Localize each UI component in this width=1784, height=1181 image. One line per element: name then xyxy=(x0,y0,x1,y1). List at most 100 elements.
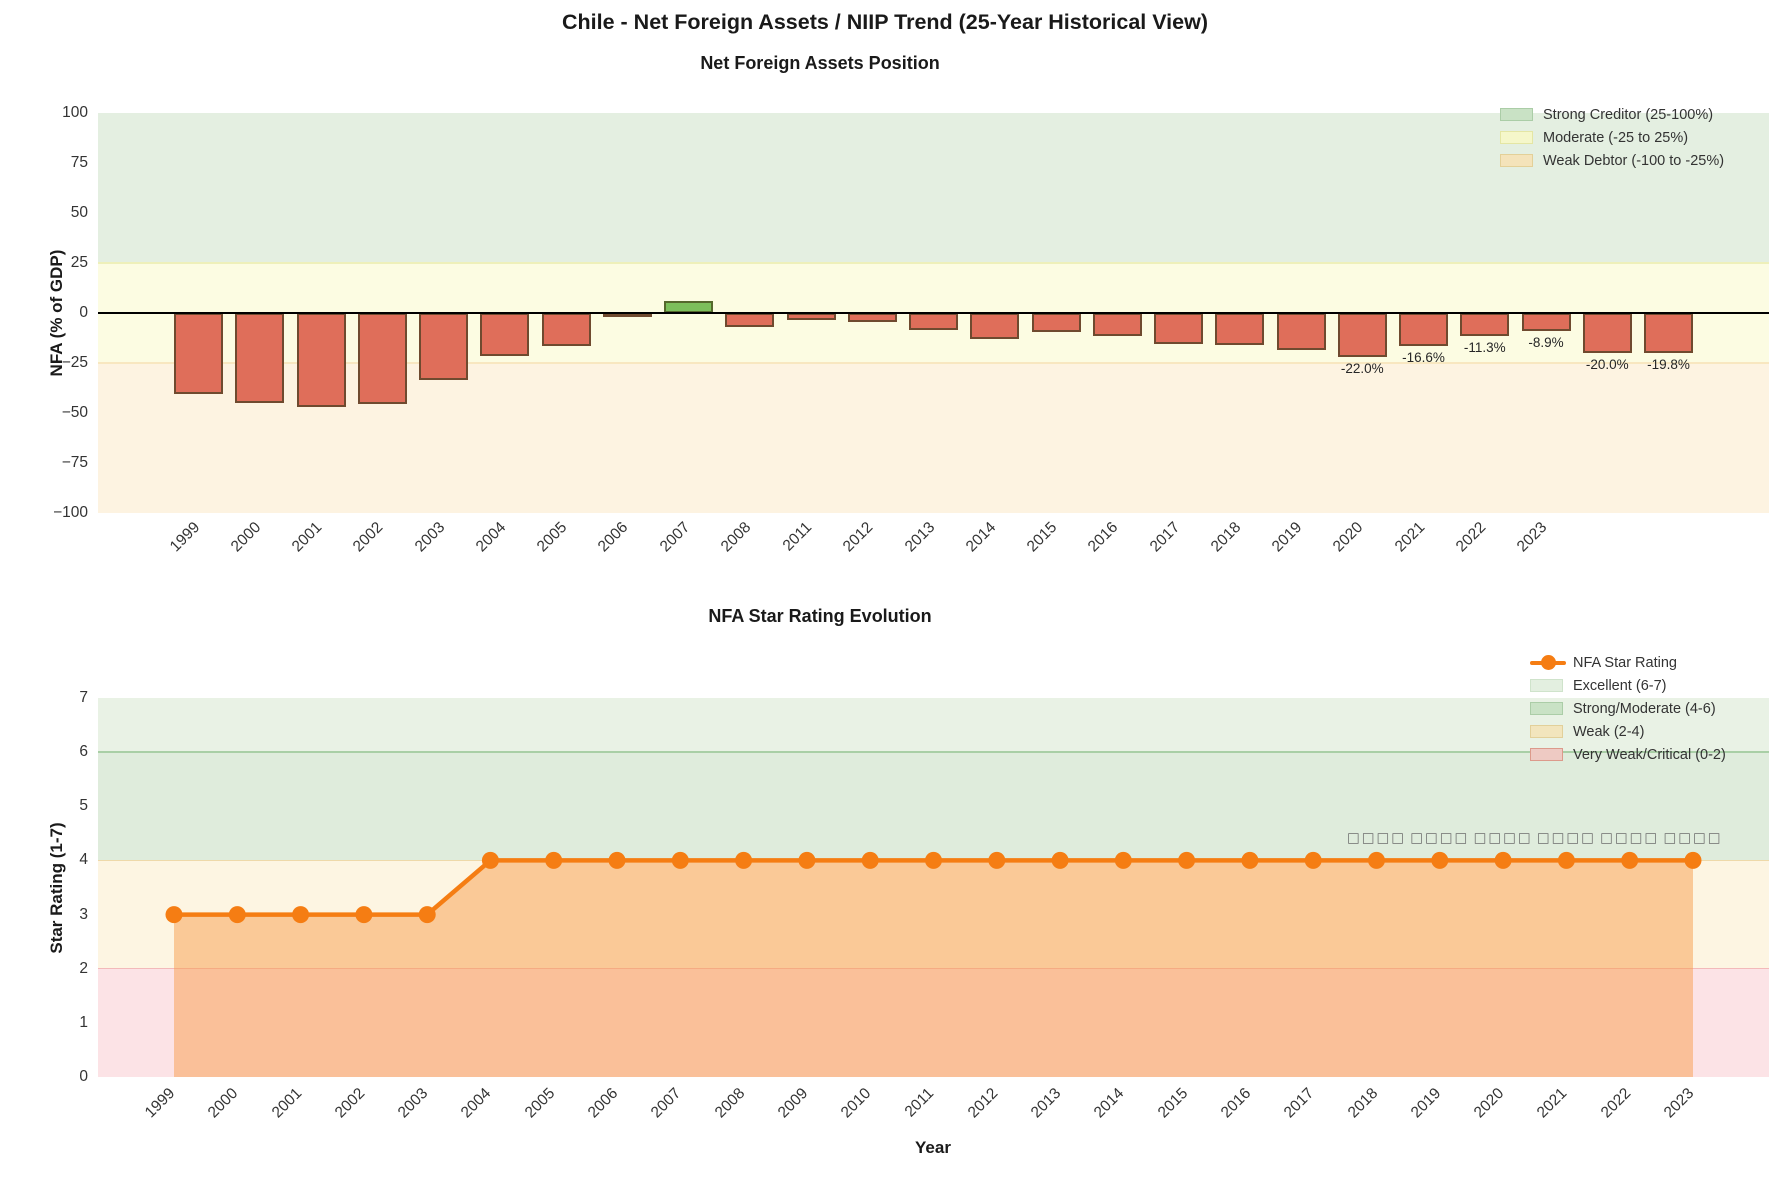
bar-2012 xyxy=(847,313,897,323)
band-boundary-line xyxy=(98,262,1769,264)
x-tick-text: 2001 xyxy=(268,1084,305,1122)
bar-2004 xyxy=(480,313,530,356)
x-tick-text: 2012 xyxy=(964,1084,1002,1122)
nfa-position-chart-title: Net Foreign Assets Position xyxy=(700,53,940,73)
rating-marker-2009 xyxy=(798,851,816,869)
x-tick-text: 2001 xyxy=(288,518,326,556)
x-tick-text: 2018 xyxy=(1344,1084,1381,1122)
rating-marker-2023 xyxy=(1684,851,1702,869)
legend-item-3: Weak (2-4) xyxy=(1530,723,1726,740)
legend-item-1: Excellent (6-7) xyxy=(1530,677,1726,694)
x-tick-text: 2011 xyxy=(779,518,816,555)
rating-marker-2014 xyxy=(1114,851,1132,869)
rating-marker-2006 xyxy=(608,851,626,869)
bar-2016 xyxy=(1092,313,1142,336)
bar-2022 xyxy=(1460,313,1510,336)
x-tick-text: 2021 xyxy=(1534,1084,1571,1122)
legend-swatch xyxy=(1500,108,1533,121)
bar-value-label-2022: -11.3% xyxy=(1463,339,1506,355)
star-rating-legend: NFA Star Rating Excellent (6-7) Strong/Mod… xyxy=(1530,654,1726,769)
bar-value-label-2023: -8.9% xyxy=(1528,334,1564,350)
x-tick-text: 2005 xyxy=(521,1084,558,1122)
star-rating-chart-title: NFA Star Rating Evolution xyxy=(708,606,932,626)
legend-label: Moderate (-25 to 25%) xyxy=(1543,129,1689,146)
x-tick-text: 2011 xyxy=(902,1084,938,1121)
x-tick-text: 2007 xyxy=(656,518,693,556)
x-tick-text: 2018 xyxy=(1207,518,1244,556)
x-tick-text: 2006 xyxy=(584,1084,622,1122)
y-tick-label: 1 xyxy=(79,1013,88,1031)
bar-2020 xyxy=(1337,313,1387,357)
x-tick-text: 2008 xyxy=(717,518,754,556)
x-tick-text: 2023 xyxy=(1660,1084,1698,1122)
x-tick-text: 2009 xyxy=(774,1084,812,1122)
rating-marker-2013 xyxy=(1051,851,1069,869)
x-tick-text: 2004 xyxy=(472,518,509,556)
bar-value-label-undefined: -20.0% xyxy=(1585,357,1629,372)
x-tick-text: 2006 xyxy=(595,518,632,556)
legend-swatch xyxy=(1530,679,1563,692)
bar-2017 xyxy=(1154,313,1203,344)
bar-undefined xyxy=(1644,313,1693,353)
y-tick-label: 7 xyxy=(79,689,88,706)
rating-marker-2007 xyxy=(671,851,689,869)
rating-marker-2016 xyxy=(1241,851,1259,869)
star-glyphs-annotation-2018: □□□□ xyxy=(1346,830,1407,846)
y-tick-label: −25 xyxy=(61,354,88,371)
bar-2008 xyxy=(725,313,775,327)
legend-label: Weak Debtor (-100 to -25%) xyxy=(1543,152,1725,169)
x-tick-text: 2012 xyxy=(840,518,877,556)
x-tick-text: 2020 xyxy=(1470,1084,1508,1122)
legend-item-2: Weak Debtor (-100 to -25%) xyxy=(1500,152,1724,169)
rating-marker-2001 xyxy=(292,906,310,924)
legend-swatch xyxy=(1530,702,1563,715)
y-tick-label: 100 xyxy=(62,104,88,121)
star-glyphs-annotation-2022: □□□□ xyxy=(1600,830,1660,846)
x-tick-text: 2013 xyxy=(901,518,938,556)
rating-marker-2018 xyxy=(1368,851,1385,869)
star-glyphs-annotation-2020: □□□□ xyxy=(1473,830,1533,846)
legend-item-4: Very Weak/Critical (0-2) xyxy=(1530,746,1726,763)
y-tick-label: 2 xyxy=(79,959,88,977)
rating-line-svg xyxy=(165,851,1702,1077)
x-tick-text: 2008 xyxy=(711,1084,748,1122)
rating-marker-2021 xyxy=(1557,851,1575,869)
legend-marker-dot xyxy=(1541,655,1556,670)
figure-title: Chile - Net Foreign Assets / NIIP Trend … xyxy=(562,10,1208,34)
x-axis-label: Year xyxy=(915,1138,951,1157)
bar-2003 xyxy=(419,313,468,380)
y-tick-label: 25 xyxy=(70,254,88,271)
rating-marker-2019 xyxy=(1431,851,1449,869)
x-tick-text: 2010 xyxy=(838,1084,875,1122)
nfa-legend: Strong Creditor (25-100%) Moderate (-25 t… xyxy=(1500,106,1724,175)
rating-marker-2015 xyxy=(1178,851,1196,869)
star-glyphs-annotation-2023: □□□□ xyxy=(1663,830,1723,846)
x-tick-text: 2013 xyxy=(1027,1084,1065,1122)
rating-marker-2008 xyxy=(735,851,753,869)
bar-2000 xyxy=(235,313,285,403)
rating-marker-2022 xyxy=(1621,851,1639,869)
star-glyphs-annotation-2021: □□□□ xyxy=(1536,830,1596,846)
rating-marker-2011 xyxy=(925,851,942,869)
band-boundary-line xyxy=(98,362,1769,364)
bar-2001 xyxy=(296,313,346,407)
rating-marker-2010 xyxy=(861,851,879,869)
bar-2005 xyxy=(541,313,591,346)
y-tick-label: 5 xyxy=(79,797,88,815)
y-tick-label: 3 xyxy=(79,905,88,923)
x-tick-text: 2000 xyxy=(227,518,264,556)
bar-2018 xyxy=(1215,313,1265,345)
band-boundary-line xyxy=(98,751,1769,753)
zero-line xyxy=(98,311,1769,315)
bar-2014 xyxy=(970,313,1020,339)
rating-marker-2017 xyxy=(1304,851,1322,869)
band-strong-moderate xyxy=(98,752,1769,861)
x-tick-text: 2017 xyxy=(1146,518,1183,556)
legend-label: Very Weak/Critical (0-2) xyxy=(1573,746,1726,763)
y-tick-label: 0 xyxy=(79,304,88,321)
x-tick-text: 1999 xyxy=(141,1084,179,1122)
legend-label: Strong/Moderate (4-6) xyxy=(1573,700,1716,717)
legend-line-marker-icon xyxy=(1530,655,1566,670)
x-tick-text: 2000 xyxy=(205,1084,242,1122)
x-tick-text: 2023 xyxy=(1513,518,1551,556)
